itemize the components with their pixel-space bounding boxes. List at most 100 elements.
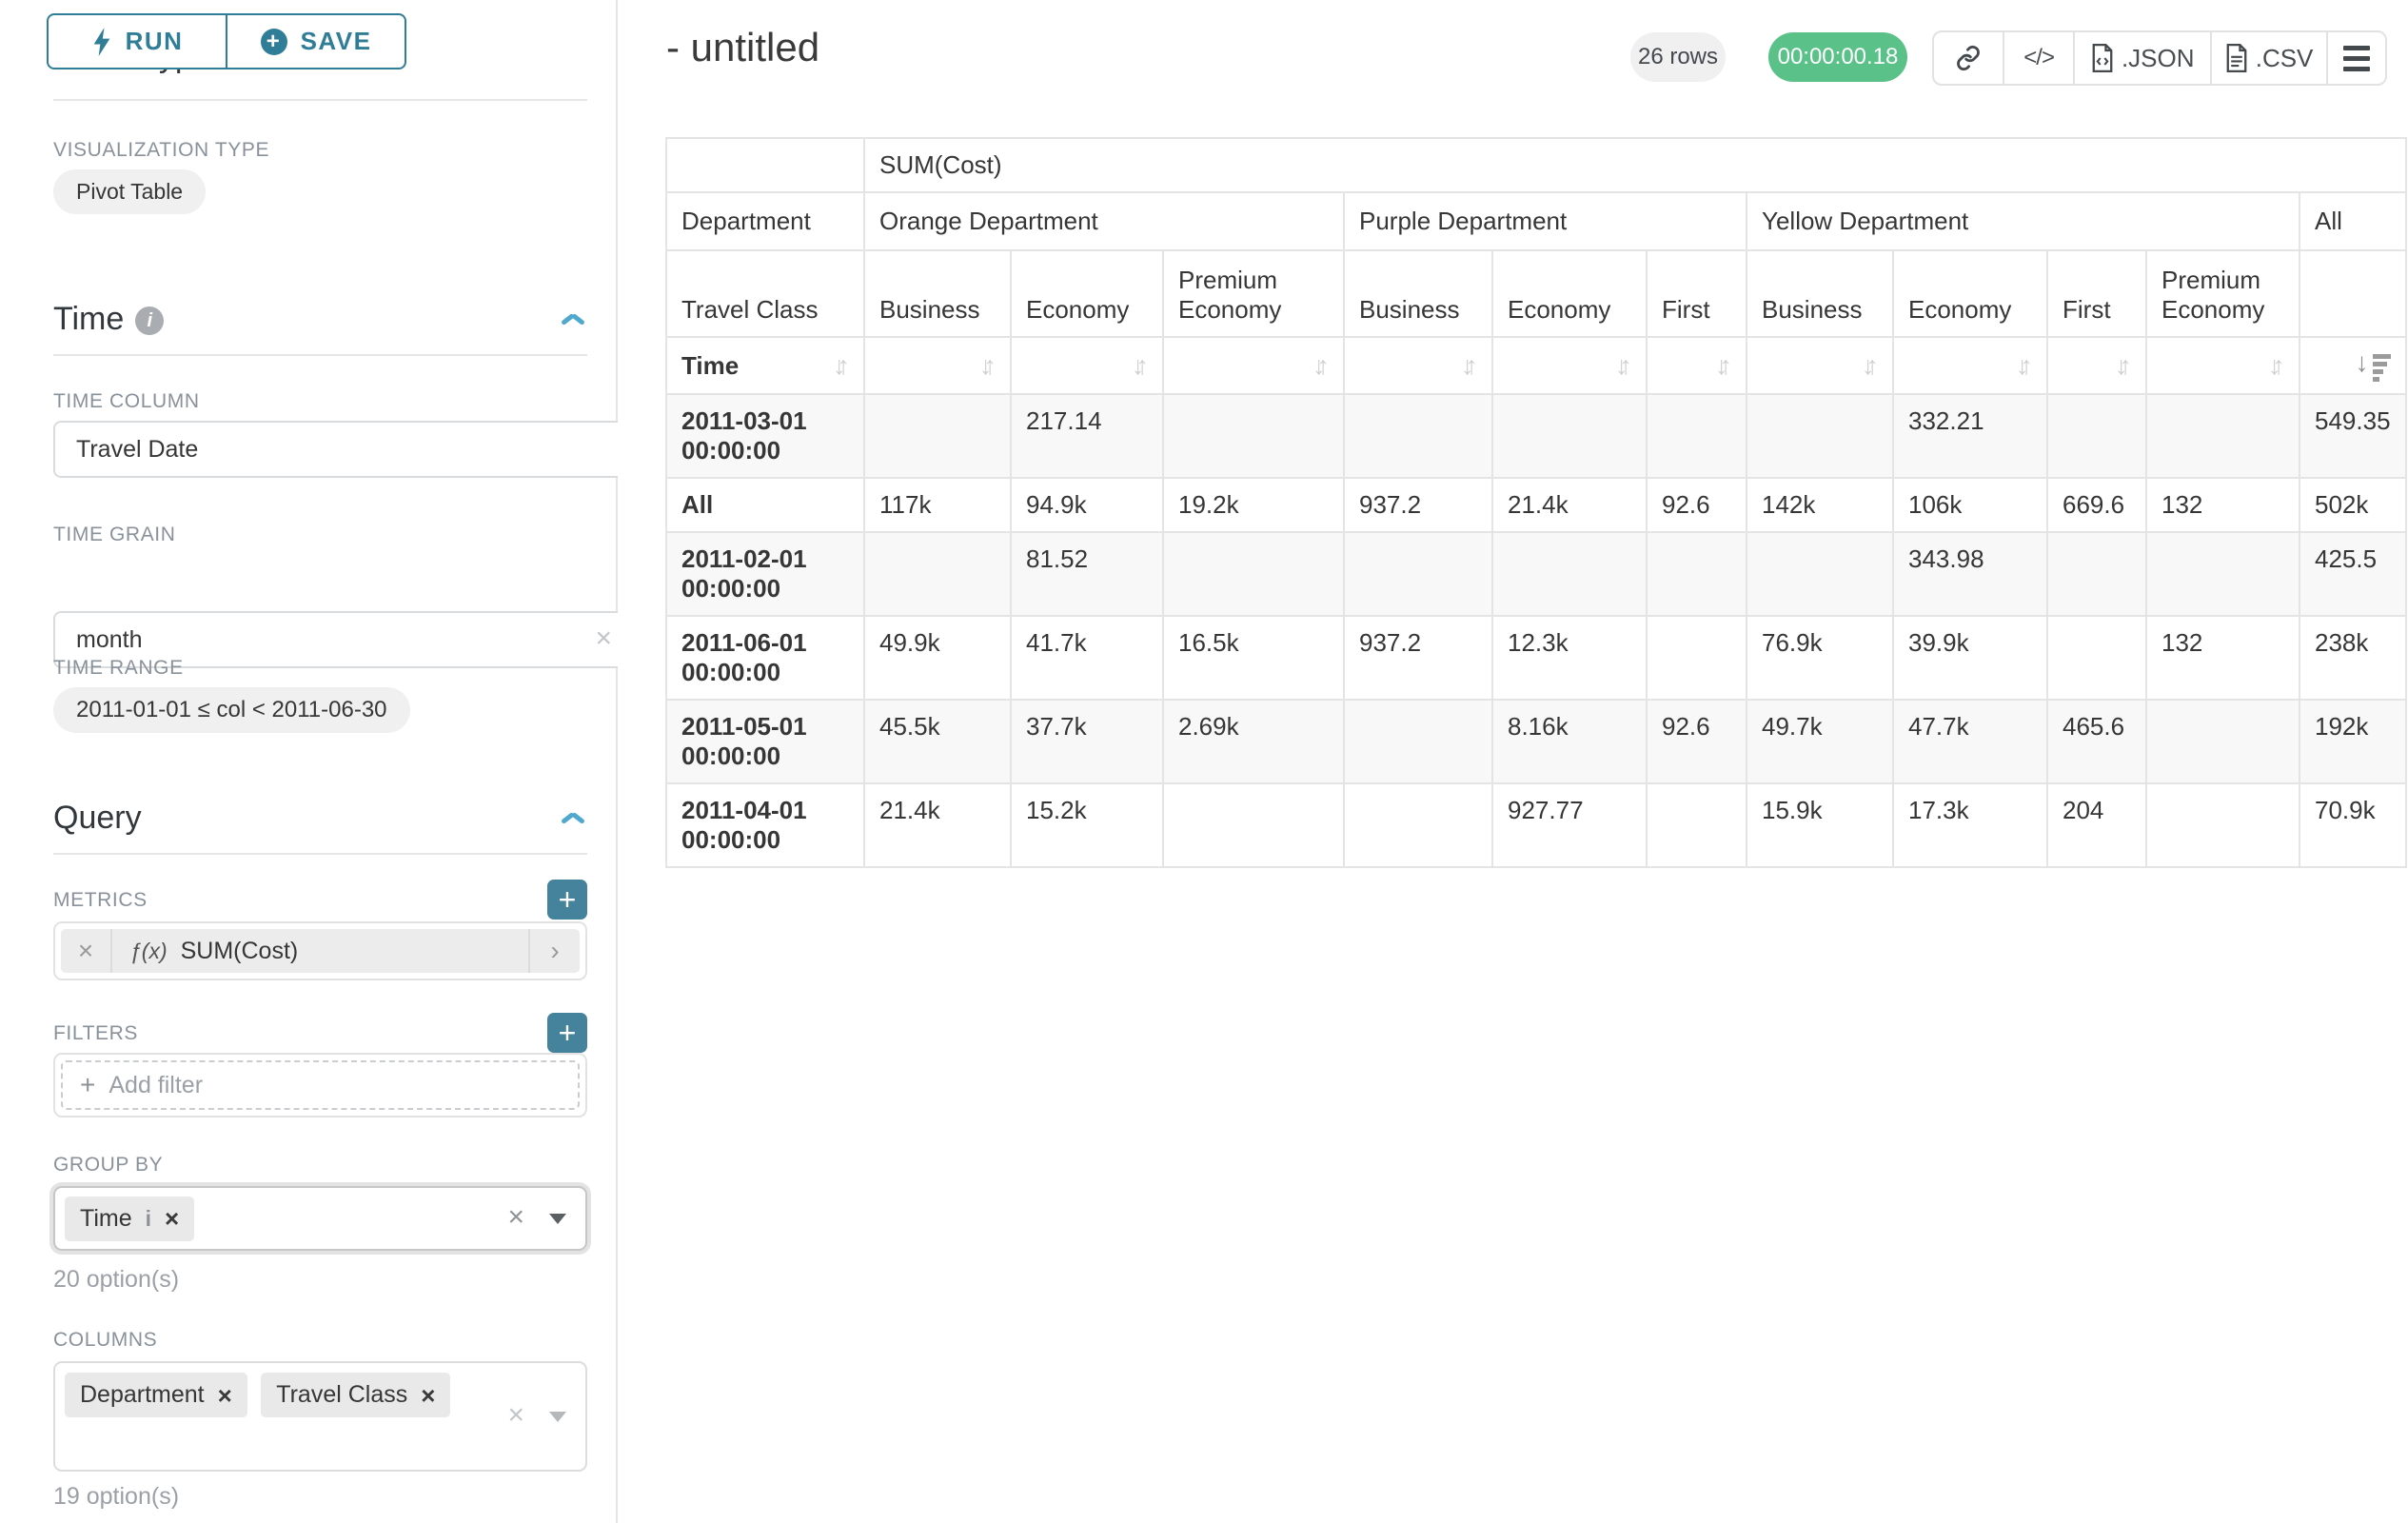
clear-icon[interactable]: × <box>595 622 612 654</box>
pivot-value-cell <box>2145 531 2300 617</box>
row-header-cell: 2011-02-01 00:00:00 <box>665 531 865 617</box>
pivot-value-cell <box>1343 782 1493 868</box>
add-filter-plus-button[interactable]: + <box>547 1013 587 1053</box>
chevron-up-icon[interactable] <box>559 308 587 337</box>
chip-label: Time <box>80 1204 132 1232</box>
sort-toggle-icon[interactable]: ↓↑ <box>1313 350 1330 380</box>
metrics-label: METRICS <box>53 889 148 911</box>
sort-toggle-icon[interactable]: ↓↑ <box>1862 350 1879 380</box>
columns-label: COLUMNS <box>53 1329 158 1351</box>
function-icon: ƒ(x) <box>129 938 168 963</box>
time-range-pill[interactable]: 2011-01-01 ≤ col < 2011-06-30 <box>53 687 410 733</box>
pivot-value-cell: 21.4k <box>1491 477 1648 533</box>
travel-class-cell: Business <box>1343 249 1493 338</box>
json-file-icon <box>2092 44 2113 72</box>
pivot-value-cell: 49.7k <box>1746 699 1894 784</box>
remove-chip-icon[interactable]: × <box>217 1380 232 1410</box>
pivot-data-row: 2011-06-01 00:00:00 49.9k 41.7k 16.5k 937.2 1… <box>665 615 2407 701</box>
sort-toggle-icon[interactable]: ↓↑ <box>2016 350 2033 380</box>
info-icon[interactable]: i <box>145 1205 152 1231</box>
sort-toggle-icon[interactable]: ↓↑ <box>1615 350 1632 380</box>
copy-link-button[interactable] <box>1934 32 2003 84</box>
export-csv-button[interactable]: .CSV <box>2210 32 2325 84</box>
pivot-data-row: All 117k 94.9k 19.2k 937.2 21.4k 92.6 142k 106k 6… <box>665 477 2407 533</box>
sort-toggle-icon[interactable]: ↓↑ <box>1461 350 1478 380</box>
pivot-value-cell: 94.9k <box>1010 477 1164 533</box>
group-by-select[interactable]: Time i × × <box>53 1186 587 1251</box>
remove-chip-icon[interactable]: × <box>421 1380 436 1410</box>
travel-class-cell <box>2299 249 2407 338</box>
time-section-heading: Time i <box>53 301 587 338</box>
chevron-right-icon[interactable]: › <box>528 929 580 973</box>
pivot-value-cell <box>1746 393 1894 479</box>
columns-select[interactable]: Department × Travel Class × × <box>53 1361 587 1472</box>
travel-class-cell: First <box>2046 249 2147 338</box>
metric-header-cell: SUM(Cost) <box>863 137 2407 193</box>
time-label: Time <box>681 350 740 380</box>
add-filter-button[interactable]: + Add filter <box>61 1060 580 1110</box>
sort-toggle-icon[interactable]: ↓↑ <box>1132 350 1149 380</box>
pivot-value-cell <box>863 393 1012 479</box>
sort-toggle-icon[interactable]: ↓↑ <box>1715 350 1732 380</box>
sort-toggle-icon[interactable]: ↓↑ <box>979 350 997 380</box>
visualization-type-pill[interactable]: Pivot Table <box>53 169 207 214</box>
section-divider <box>53 99 587 101</box>
pivot-value-cell: 106k <box>1892 477 2048 533</box>
columns-chip-travel-class[interactable]: Travel Class × <box>261 1373 451 1417</box>
time-column-label: TIME COLUMN <box>53 390 200 412</box>
filters-control: + Add filter <box>53 1053 587 1118</box>
chevron-up-icon[interactable] <box>559 807 587 836</box>
group-by-label: GROUP BY <box>53 1154 164 1176</box>
time-column-select[interactable]: Travel Date <box>53 421 669 478</box>
pivot-corner-cell <box>665 137 865 193</box>
export-json-label: .JSON <box>2121 43 2195 72</box>
save-button[interactable]: + SAVE <box>226 15 405 68</box>
pivot-value-cell: 425.5 <box>2299 531 2407 617</box>
pivot-value-cell <box>863 531 1012 617</box>
pivot-value-cell <box>1343 393 1493 479</box>
clear-icon[interactable]: × <box>507 1200 524 1233</box>
time-header-cell: Time ↓↑ <box>665 336 865 395</box>
embed-code-button[interactable]: </> <box>2003 32 2073 84</box>
pivot-value-cell <box>1162 782 1345 868</box>
add-metric-button[interactable]: + <box>547 880 587 920</box>
row-header-cell: 2011-06-01 00:00:00 <box>665 615 865 701</box>
group-by-chip-time[interactable]: Time i × <box>65 1196 195 1241</box>
columns-chip-department[interactable]: Department × <box>65 1373 247 1417</box>
chart-title[interactable]: - untitled <box>666 25 820 69</box>
pivot-value-cell: 12.3k <box>1491 615 1648 701</box>
pivot-value-cell: 19.2k <box>1162 477 1345 533</box>
export-json-button[interactable]: .JSON <box>2073 32 2210 84</box>
sort-toggle-icon[interactable]: ↓↑ <box>2268 350 2285 380</box>
pivot-value-cell: 45.5k <box>863 699 1012 784</box>
remove-metric-icon[interactable]: × <box>61 929 112 973</box>
sort-toggle-icon[interactable]: ↓↑ <box>2115 350 2132 380</box>
metric-name: SUM(Cost) <box>180 937 299 964</box>
pivot-value-cell: 142k <box>1746 477 1894 533</box>
pivot-value-cell <box>2145 393 2300 479</box>
more-options-button[interactable] <box>2325 32 2385 84</box>
remove-chip-icon[interactable]: × <box>165 1204 180 1233</box>
info-icon[interactable]: i <box>135 307 165 335</box>
pivot-value-cell <box>1162 393 1345 479</box>
row-count-badge: 26 rows <box>1630 32 1726 82</box>
group-by-options-hint: 20 option(s) <box>53 1266 180 1293</box>
pivot-value-cell: 15.9k <box>1746 782 1894 868</box>
sort-descending-icon[interactable]: ↓ <box>2356 349 2391 382</box>
pivot-value-cell: 204 <box>2046 782 2147 868</box>
section-divider <box>53 354 587 356</box>
pivot-value-cell <box>2046 615 2147 701</box>
sort-toggle-icon[interactable]: ↓↑ <box>833 350 850 380</box>
sort-cell-column: ↓↑ <box>863 336 1012 395</box>
pivot-value-cell: 8.16k <box>1491 699 1648 784</box>
metric-chip[interactable]: × ƒ(x) SUM(Cost) › <box>61 929 580 973</box>
collapse-chevron-clipped[interactable] <box>533 89 575 99</box>
metrics-control: × ƒ(x) SUM(Cost) › <box>53 921 587 980</box>
columns-options-hint: 19 option(s) <box>53 1483 180 1510</box>
pivot-value-cell <box>1343 699 1493 784</box>
clear-icon[interactable]: × <box>507 1398 524 1431</box>
export-csv-label: .CSV <box>2255 43 2314 72</box>
pivot-value-cell: 117k <box>863 477 1012 533</box>
run-button[interactable]: RUN <box>49 15 226 68</box>
travel-class-cell: Premium Economy <box>1162 249 1345 338</box>
